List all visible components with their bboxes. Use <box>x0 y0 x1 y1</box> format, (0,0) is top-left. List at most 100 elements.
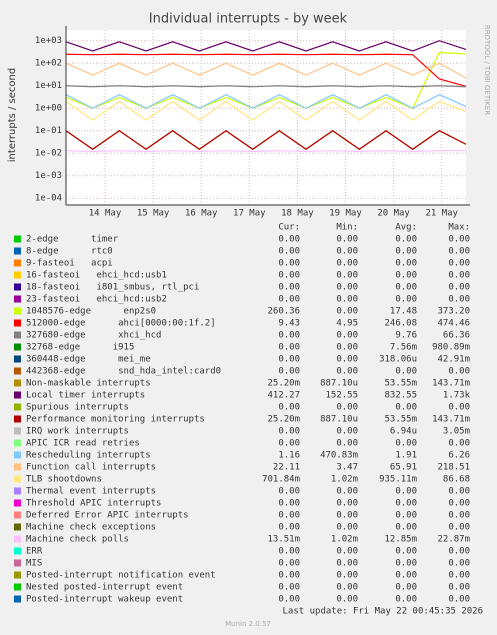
legend-name: 9-fasteoi acpi <box>26 259 113 269</box>
legend-name: Non-maskable interrupts <box>26 379 151 389</box>
stat-header: Cur: <box>278 223 300 233</box>
legend-stat: 373.20 <box>437 307 470 317</box>
legend-stat: 0.00 <box>278 427 300 437</box>
legend-stat: 0.00 <box>336 487 358 497</box>
legend-stat: 0.00 <box>448 487 470 497</box>
chart-title: Individual interrupts - by week <box>149 12 348 27</box>
legend-stat: 9.43 <box>278 319 300 329</box>
x-tick-label: 16 May <box>185 209 218 219</box>
legend-stat: 25.20m <box>267 415 300 425</box>
legend-swatch <box>14 271 21 279</box>
legend-stat: 0.00 <box>278 355 300 365</box>
legend-swatch <box>14 283 21 291</box>
legend-stat: 0.00 <box>278 559 300 569</box>
legend-stat: 0.00 <box>336 295 358 305</box>
legend-stat: 0.00 <box>278 283 300 293</box>
legend-stat: 0.00 <box>448 547 470 557</box>
legend-stat: 7.56m <box>390 343 417 353</box>
legend-name: Posted-interrupt wakeup event <box>26 595 183 605</box>
legend-stat: 0.00 <box>278 295 300 305</box>
legend-stat: 0.00 <box>336 247 358 257</box>
legend-stat: 935.11m <box>379 475 417 485</box>
x-tick-label: 18 May <box>281 209 314 219</box>
legend-swatch <box>14 307 21 315</box>
legend-stat: 0.00 <box>278 499 300 509</box>
legend-swatch <box>14 391 21 399</box>
legend-name: 32768-edge i915 <box>26 343 134 353</box>
legend-stat: 0.00 <box>448 259 470 269</box>
legend-stat: 0.00 <box>336 583 358 593</box>
legend-stat: 0.00 <box>395 271 417 281</box>
stat-header: Min: <box>336 223 358 233</box>
legend-name: Deferred Error APIC interrupts <box>26 511 189 521</box>
legend-stat: 22.87m <box>437 535 470 545</box>
y-tick-label: 1e+01 <box>35 81 62 91</box>
legend-stat: 0.00 <box>336 499 358 509</box>
legend-stat: 0.00 <box>278 271 300 281</box>
legend-stat: 0.00 <box>278 487 300 497</box>
legend-stat: 0.00 <box>336 547 358 557</box>
legend-stat: 53.55m <box>384 415 417 425</box>
legend-name: 18-fasteoi i801_smbus, rtl_pci <box>26 283 199 293</box>
legend-stat: 0.00 <box>336 571 358 581</box>
legend-name: Local timer interrupts <box>26 391 145 401</box>
plot <box>65 30 467 205</box>
legend-name: 1048576-edge enp2s0 <box>26 307 156 317</box>
stat-header: Max: <box>448 223 470 233</box>
legend-name: Threshold APIC interrupts <box>26 499 161 509</box>
legend-swatch <box>14 379 21 387</box>
legend-stat: 887.10u <box>320 415 358 425</box>
legend-swatch <box>14 319 21 327</box>
series-line <box>65 100 467 121</box>
legend-swatch <box>14 355 21 363</box>
x-tick-label: 14 May <box>89 209 122 219</box>
legend-stat: 12.85m <box>384 535 417 545</box>
legend-name: Machine check exceptions <box>26 523 156 533</box>
legend-swatch <box>14 367 21 375</box>
legend-stat: 0.00 <box>448 595 470 605</box>
legend-stat: 65.91 <box>390 463 417 473</box>
series-line <box>65 85 467 88</box>
legend-stat: 246.08 <box>384 319 417 329</box>
series-line <box>65 51 467 109</box>
legend-stat: 0.00 <box>395 259 417 269</box>
legend-swatch <box>14 547 21 555</box>
legend-swatch <box>14 415 21 423</box>
legend-stat: 474.46 <box>437 319 470 329</box>
plot-area <box>66 30 466 205</box>
legend-stat: 0.00 <box>278 583 300 593</box>
legend-name: Spurious interrupts <box>26 403 129 413</box>
legend-stat: 0.00 <box>336 403 358 413</box>
legend-stat: 0.00 <box>448 511 470 521</box>
legend-stat: 53.55m <box>384 379 417 389</box>
legend-stat: 0.00 <box>448 403 470 413</box>
legend-stat: 0.00 <box>395 439 417 449</box>
legend-name: TLB shootdowns <box>26 475 102 485</box>
legend-stat: 0.00 <box>278 367 300 377</box>
legend-stat: 4.95 <box>336 319 358 329</box>
y-tick-label: 1e+03 <box>35 36 62 46</box>
legend-swatch <box>14 451 21 459</box>
legend-stat: 0.00 <box>448 247 470 257</box>
legend-stat: 0.00 <box>395 295 417 305</box>
legend-stat: 260.36 <box>267 307 300 317</box>
legend-stat: 1.02m <box>331 475 358 485</box>
legend-stat: 0.00 <box>395 403 417 413</box>
legend-stat: 0.00 <box>278 403 300 413</box>
legend-stat: 86.68 <box>443 475 470 485</box>
y-tick-label: 1e+02 <box>35 59 62 69</box>
legend-name: 8-edge rtc0 <box>26 247 113 257</box>
legend-stat: 0.00 <box>448 583 470 593</box>
legend-name: APIC ICR read retries <box>26 439 140 449</box>
footer: Last update: Fri May 22 00:45:35 2026 <box>283 607 483 617</box>
legend-stat: 0.00 <box>278 331 300 341</box>
legend-name: 512000-edge ahci[0000:00:1f.2] <box>26 319 216 329</box>
legend-stat: 13.51m <box>267 535 300 545</box>
legend-stat: 0.00 <box>336 235 358 245</box>
legend-stat: 152.55 <box>325 391 358 401</box>
legend-stat: 3.05m <box>443 427 470 437</box>
legend-stat: 0.00 <box>448 571 470 581</box>
legend-swatch <box>14 499 21 507</box>
legend-swatch <box>14 247 21 255</box>
legend-stat: 0.00 <box>448 559 470 569</box>
